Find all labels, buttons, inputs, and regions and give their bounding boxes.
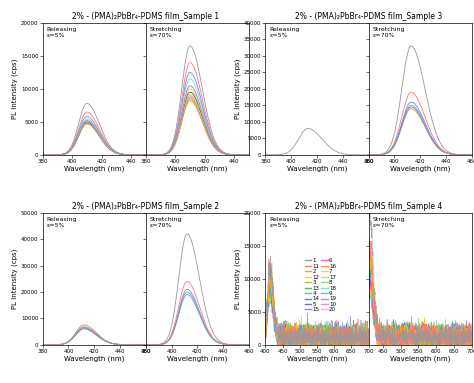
Text: Releasing
ε=5%: Releasing ε=5% xyxy=(47,217,77,228)
X-axis label: Wavelength (nm): Wavelength (nm) xyxy=(390,165,450,172)
X-axis label: Wavelength (nm): Wavelength (nm) xyxy=(390,355,450,362)
Text: Stretching
ε=70%: Stretching ε=70% xyxy=(373,217,405,228)
Legend: 1, 11, 2, 12, 3, 13, 4, 14, 5, 15, 6, 16, 7, 17, 8, 18, 9, 19, 10, 20: 1, 11, 2, 12, 3, 13, 4, 14, 5, 15, 6, 16… xyxy=(304,258,337,313)
Text: Stretching
ε=70%: Stretching ε=70% xyxy=(150,27,182,38)
Text: Releasing
ε=5%: Releasing ε=5% xyxy=(270,27,300,38)
Text: Stretching
ε=70%: Stretching ε=70% xyxy=(150,217,182,228)
Text: Releasing
ε=5%: Releasing ε=5% xyxy=(270,217,300,228)
Legend: Cycle 1, Cycle 2, Cycle 3, Cycle 4, Cycle 5: Cycle 1, Cycle 2, Cycle 3, Cycle 4, Cycl… xyxy=(151,216,182,244)
Text: Stretching
ε=70%: Stretching ε=70% xyxy=(373,27,405,38)
X-axis label: Wavelength (nm): Wavelength (nm) xyxy=(64,355,124,362)
Text: 2% - (PMA)₂PbBr₄-PDMS film_Sample 2: 2% - (PMA)₂PbBr₄-PDMS film_Sample 2 xyxy=(72,202,219,211)
Text: Releasing
ε=5%: Releasing ε=5% xyxy=(47,27,77,38)
Text: 2% - (PMA)₂PbBr₄-PDMS film_Sample 4: 2% - (PMA)₂PbBr₄-PDMS film_Sample 4 xyxy=(295,202,442,211)
X-axis label: Wavelength (nm): Wavelength (nm) xyxy=(64,165,124,172)
Y-axis label: PL Intensity (cps): PL Intensity (cps) xyxy=(235,59,241,119)
Y-axis label: PL Intensity (cps): PL Intensity (cps) xyxy=(235,249,241,309)
Legend: Cycle 1, Cycle 2, Cycle 3, Cycle 4, Cycle 5, Cycle 6, Cycle 7, Cycle 8, Cycle 9,: Cycle 1, Cycle 2, Cycle 3, Cycle 4, Cycl… xyxy=(151,26,185,97)
Text: 2% - (PMA)₂PbBr₄-PDMS film_Sample 3: 2% - (PMA)₂PbBr₄-PDMS film_Sample 3 xyxy=(295,12,442,21)
Text: 2% - (PMA)₂PbBr₄-PDMS film_Sample 1: 2% - (PMA)₂PbBr₄-PDMS film_Sample 1 xyxy=(72,12,219,21)
X-axis label: Wavelength (nm): Wavelength (nm) xyxy=(287,355,347,362)
Legend: Cycle 1, Cycle 2, Cycle 3, Cycle 4, Cycle 5, Cycle 6: Cycle 1, Cycle 2, Cycle 3, Cycle 4, Cycl… xyxy=(374,26,405,59)
X-axis label: Wavelength (nm): Wavelength (nm) xyxy=(167,165,228,172)
X-axis label: Wavelength (nm): Wavelength (nm) xyxy=(287,165,347,172)
X-axis label: Wavelength (nm): Wavelength (nm) xyxy=(167,355,228,362)
Y-axis label: PL Intensity (cps): PL Intensity (cps) xyxy=(12,249,18,309)
Y-axis label: PL Intensity (cps): PL Intensity (cps) xyxy=(12,59,18,119)
